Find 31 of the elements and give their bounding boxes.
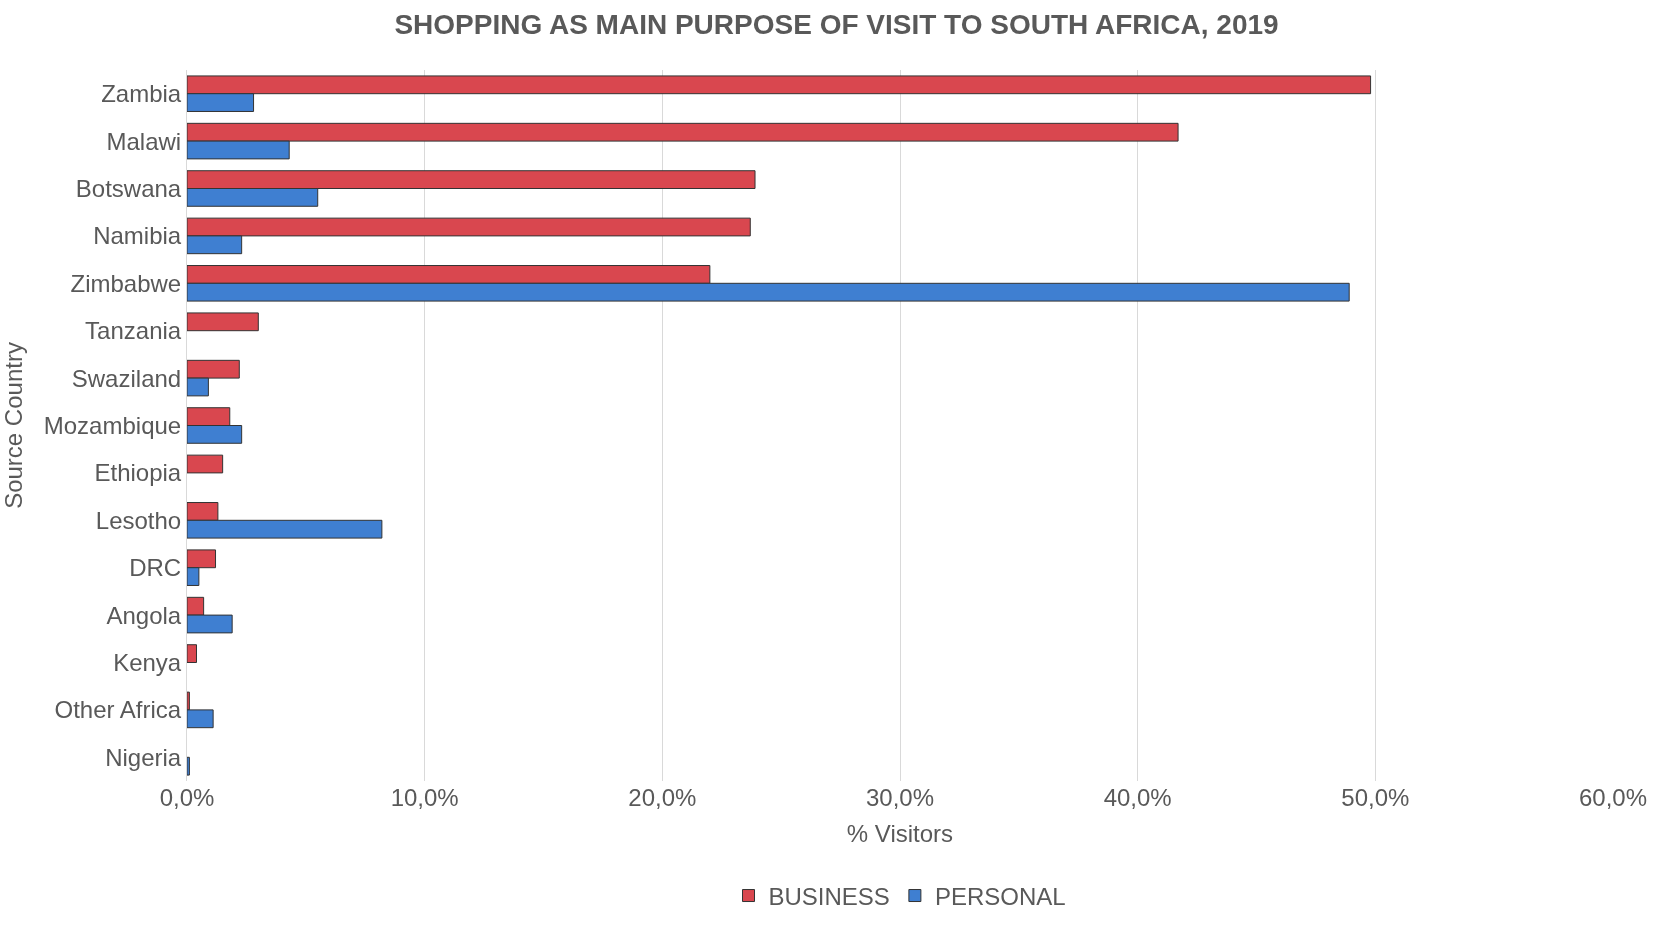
y-tick-label: Botswana [75, 174, 182, 202]
y-tick-label: Zambia [101, 80, 182, 108]
y-tick-label: Kenya [113, 648, 182, 676]
y-axis-title: Source Country [0, 342, 27, 509]
x-tick-label: 0,0% [159, 784, 215, 811]
y-tick-label: Malawi [106, 127, 182, 155]
y-tick-label: DRC [129, 554, 182, 582]
x-tick-label: 20,0% [628, 784, 697, 811]
legend-label: PERSONAL [934, 882, 1066, 910]
y-tick-label: Mozambique [43, 411, 182, 439]
bar [187, 312, 259, 332]
y-tick-label: Angola [106, 601, 182, 629]
x-tick-label: 60,0% [1578, 784, 1648, 811]
bar [187, 644, 198, 663]
y-tick-label: Ethiopia [94, 459, 182, 487]
bar [187, 454, 224, 474]
x-tick-label: 30,0% [865, 784, 935, 811]
bar [187, 756, 190, 776]
y-tick-label: Namibia [93, 222, 182, 250]
x-tick-label: 40,0% [1103, 784, 1172, 811]
legend-label: BUSINESS [768, 882, 890, 910]
y-tick-label: Zimbabwe [70, 269, 182, 297]
y-tick-label: Other Africa [54, 696, 182, 724]
y-tick-label: Nigeria [105, 743, 182, 771]
x-axis-title: % Visitors [846, 820, 954, 848]
x-tick-label: 10,0% [390, 784, 459, 811]
y-tick-label: Swaziland [71, 364, 182, 392]
y-tick-label: Lesotho [95, 506, 182, 534]
x-tick-label: 50,0% [1341, 784, 1410, 811]
chart-title: SHOPPING AS MAIN PURPOSE OF VISIT TO SOUTH AFRICA, 2019 [394, 8, 1279, 40]
y-tick-label: Tanzania [85, 317, 182, 345]
